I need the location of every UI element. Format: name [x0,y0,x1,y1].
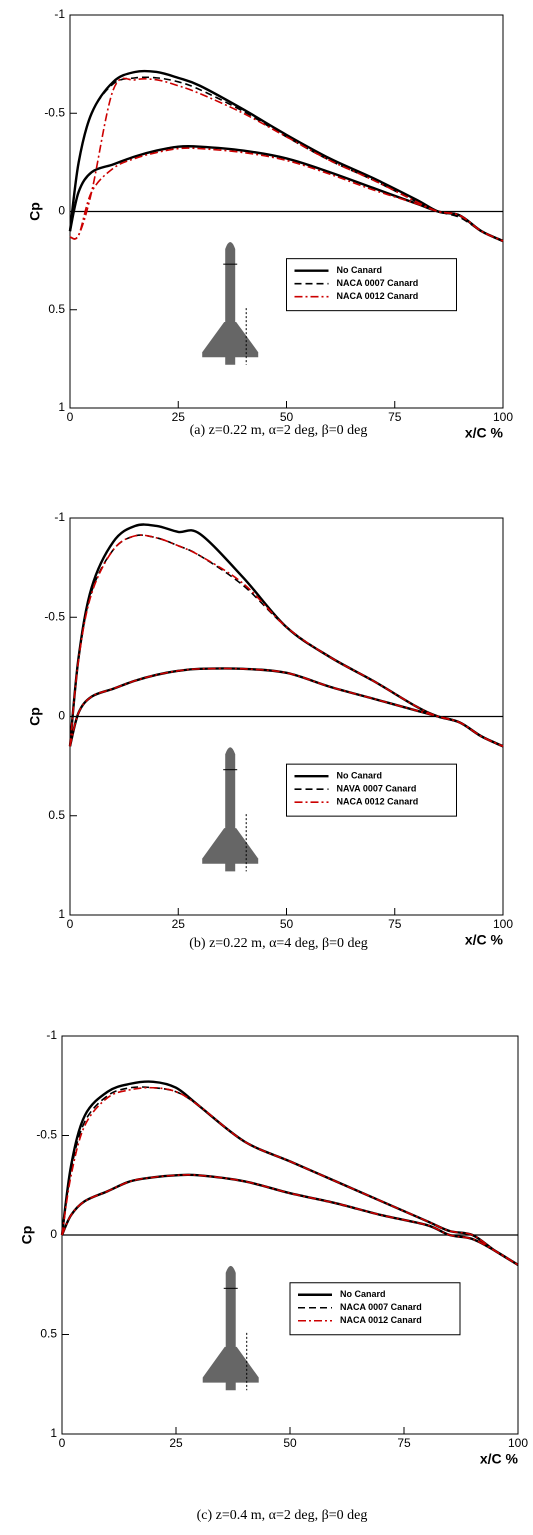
legend-box [289,1282,461,1336]
y-tick-label: 0 [58,204,65,218]
aircraft-inset [202,747,259,872]
cp-line [68,144,504,243]
y-tick-label: 0 [50,1227,57,1241]
x-tick-label: 50 [280,917,294,931]
cp-line [69,145,504,242]
cp-line [69,534,504,748]
x-tick-label: 50 [280,410,294,424]
cp-line [69,77,504,242]
y-tick-label: -0.5 [44,105,65,119]
cp-line [69,147,504,242]
cp-line [60,1173,519,1266]
y-tick-label: -0.5 [44,609,65,623]
legend-label: No Canard [340,1289,386,1299]
x-tick-label: 0 [67,917,74,931]
fuselage [225,747,236,872]
x-tick-label: 100 [493,917,513,931]
y-tick-label: 1 [58,400,65,414]
cp-line [61,1173,519,1266]
x-tick-label: 0 [59,1436,66,1450]
fuselage [225,242,236,365]
legend-label: NACA 0012 Canard [340,1315,422,1325]
x-tick-label: 0 [67,410,74,424]
cp-line [60,1080,519,1266]
x-tick-label: 25 [172,410,186,424]
caption: (a) z=0.22 m, α=2 deg, β=0 deg [190,423,368,438]
y-tick-label: -1 [46,1028,57,1042]
y-tick-label: -1 [54,510,65,524]
x-tick-label: 25 [172,917,186,931]
y-axis-label: Cp [27,707,43,726]
legend-label: NACA 0012 Canard [337,797,419,807]
legend-label: No Canard [337,771,383,781]
x-tick-label: 50 [283,1436,297,1450]
legend-box [286,258,457,312]
aircraft-inset [202,242,259,365]
caption: (c) z=0.4 m, α=2 deg, β=0 deg [197,1508,368,1523]
aircraft-inset [202,1265,259,1391]
x-tick-label: 100 [493,410,513,424]
cp-line [61,1173,519,1266]
y-tick-label: 0.5 [48,808,65,822]
x-tick-label: 75 [388,410,402,424]
y-tick-label: 0 [58,709,65,723]
legend-label: No Canard [337,265,383,275]
y-tick-label: -0.5 [36,1128,57,1142]
y-axis-label: Cp [19,1226,35,1245]
cp-line [69,534,504,748]
y-tick-label: 1 [50,1426,57,1440]
cp-line [61,1086,519,1266]
x-axis-label: x/C % [480,1451,519,1467]
caption: (b) z=0.22 m, α=4 deg, β=0 deg [189,936,368,951]
x-tick-label: 100 [508,1436,528,1450]
x-tick-label: 75 [388,917,402,931]
cp-line [69,667,504,748]
legend-label: NACA 0007 Canard [337,278,419,288]
x-tick-label: 25 [169,1436,183,1450]
y-axis-label: Cp [27,202,43,221]
legend-box [286,763,457,817]
y-tick-label: 0.5 [48,302,65,316]
cp-line [61,1086,519,1266]
legend-label: NACA 0012 Canard [337,291,419,301]
x-axis-label: x/C % [465,932,504,948]
cp-line [68,523,504,748]
y-tick-label: 1 [58,907,65,921]
x-tick-label: 75 [397,1436,411,1450]
x-axis-label: x/C % [465,425,504,441]
y-tick-label: 0.5 [40,1327,57,1341]
legend-label: NAVA 0007 Canard [337,784,417,794]
legend-label: NACA 0007 Canard [340,1302,422,1312]
y-tick-label: -1 [54,7,65,21]
fuselage [225,1265,236,1391]
